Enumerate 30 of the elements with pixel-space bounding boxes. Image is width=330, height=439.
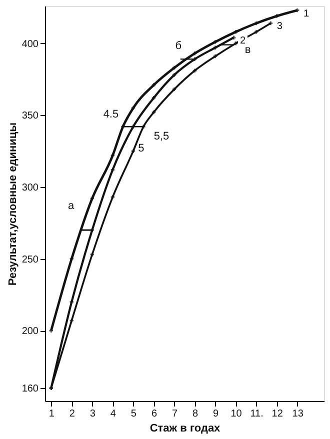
series-label: 3 [276, 21, 283, 32]
y-tick-label: 300 [22, 182, 39, 194]
x-tick-label: 9 [212, 408, 219, 420]
annotation: 5,5 [154, 130, 170, 143]
annotation: б [175, 40, 182, 52]
x-tick-label: 13 [292, 408, 304, 420]
series-label: 1 [304, 8, 310, 20]
y-tick-label: 200 [22, 326, 39, 338]
x-axis-title: Стаж в годах [150, 422, 222, 434]
y-tick-label: 250 [22, 254, 39, 266]
x-tick-label: 1 [48, 408, 55, 420]
annotation: в [244, 44, 251, 56]
x-tick-label: 8 [192, 408, 198, 420]
y-tick-label: 350 [22, 110, 39, 122]
x-tick-label: 2 [69, 408, 76, 420]
annotation: а [68, 200, 75, 212]
x-tick-label: 6 [151, 408, 158, 420]
y-tick-label: 160 [22, 384, 39, 395]
annotation: 5 [138, 142, 144, 155]
x-tick-label: 10 [230, 408, 242, 420]
x-tick-label: 5 [130, 408, 137, 420]
x-tick-label: 3 [90, 408, 96, 420]
x-tick-label: 12 [272, 408, 284, 420]
annotation: 4.5 [103, 108, 119, 121]
series-label: 2 [240, 36, 246, 47]
x-tick-label: 11. [250, 408, 264, 420]
x-tick-label: 4 [110, 408, 116, 420]
y-axis-title: Результат,условные единицы [6, 122, 19, 286]
x-tick-label: 7 [172, 408, 178, 420]
y-tick-label: 400 [22, 38, 39, 50]
